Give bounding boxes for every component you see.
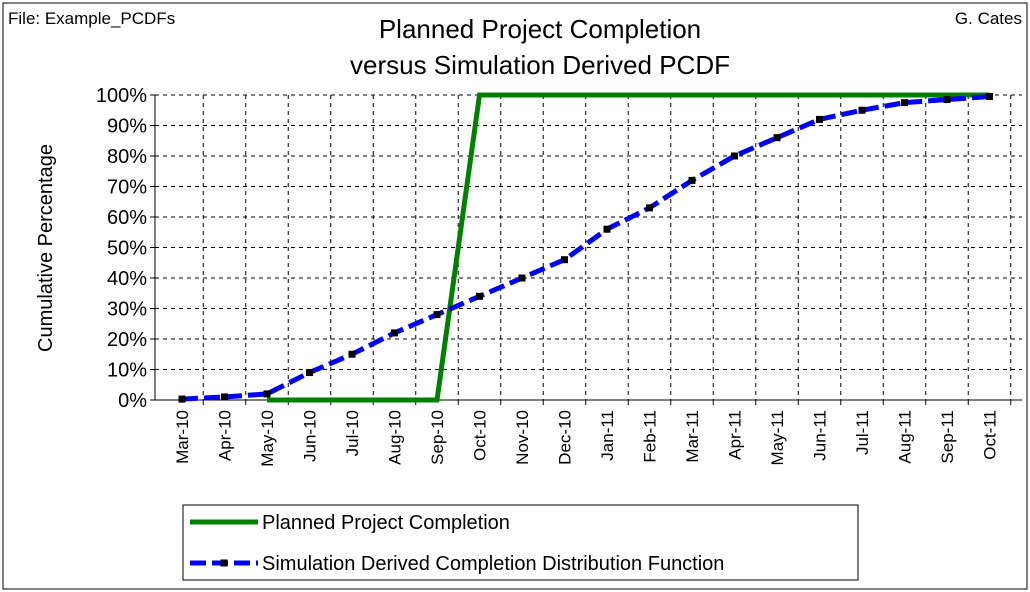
y-tick-label: 10% xyxy=(107,360,147,382)
x-tick-label: Aug-11 xyxy=(896,410,915,464)
y-tick-label: 0% xyxy=(118,390,147,412)
x-tick-label: Mar-10 xyxy=(173,410,192,464)
legend-label: Simulation Derived Completion Distributi… xyxy=(262,553,724,575)
series-line xyxy=(181,94,990,402)
chart-title: Planned Project Completion xyxy=(379,14,701,44)
marker xyxy=(816,115,823,123)
x-tick-label: Aug-10 xyxy=(386,410,405,465)
marker xyxy=(603,225,611,233)
y-tick-label: 20% xyxy=(107,329,147,351)
y-tick-label: 90% xyxy=(107,116,147,138)
marker xyxy=(178,395,186,403)
marker xyxy=(561,256,568,264)
series-line xyxy=(267,92,990,403)
marker xyxy=(263,390,271,398)
x-tick-label: Mar-11 xyxy=(683,410,702,463)
x-tick-label: Jun-11 xyxy=(811,410,830,461)
marker xyxy=(943,96,951,104)
marker xyxy=(306,369,313,377)
x-tick-label: May-10 xyxy=(258,410,277,467)
y-axis-label: Cumulative Percentage xyxy=(35,144,57,352)
marker xyxy=(773,134,781,142)
x-tick-label: Sep-11 xyxy=(938,410,957,464)
y-tick-label: 60% xyxy=(107,207,147,229)
x-tick-label: Oct-11 xyxy=(981,410,1000,460)
file-label: File: Example_PCDFs xyxy=(8,9,175,28)
y-tick-label: 70% xyxy=(107,177,147,199)
marker xyxy=(731,152,738,160)
marker xyxy=(688,176,696,184)
marker xyxy=(476,292,483,300)
marker xyxy=(391,329,398,337)
x-tick-label: Apr-10 xyxy=(216,410,235,461)
y-tick-label: 80% xyxy=(107,146,147,168)
legend-label: Planned Project Completion xyxy=(262,512,510,534)
y-tick-label: 40% xyxy=(107,268,147,290)
marker xyxy=(221,393,228,401)
marker xyxy=(646,204,653,212)
legend-marker xyxy=(220,559,228,567)
chart-title: versus Simulation Derived PCDF xyxy=(350,50,730,80)
x-tick-label: Oct-10 xyxy=(471,410,490,461)
marker xyxy=(986,93,993,101)
x-tick-label: Apr-11 xyxy=(726,410,745,460)
x-tick-label: Dec-10 xyxy=(556,410,575,465)
author: G. Cates xyxy=(955,9,1022,28)
x-tick-label: Sep-10 xyxy=(428,410,447,465)
marker xyxy=(518,274,526,282)
x-tick-label: Jun-10 xyxy=(301,410,320,462)
y-tick-label: 50% xyxy=(107,238,147,260)
x-tick-label: Jan-11 xyxy=(598,410,617,461)
y-tick-label: 100% xyxy=(96,85,147,107)
x-tick-label: Jul-10 xyxy=(343,410,362,456)
y-tick-label: 30% xyxy=(107,299,147,321)
marker xyxy=(433,311,441,319)
x-tick-label: Feb-11 xyxy=(641,410,660,463)
marker xyxy=(348,350,356,358)
legend xyxy=(182,504,859,581)
marker xyxy=(901,99,908,107)
x-tick-label: Nov-10 xyxy=(513,410,532,465)
x-tick-label: May-11 xyxy=(768,410,787,465)
x-tick-label: Jul-11 xyxy=(853,410,872,455)
marker xyxy=(858,106,866,114)
